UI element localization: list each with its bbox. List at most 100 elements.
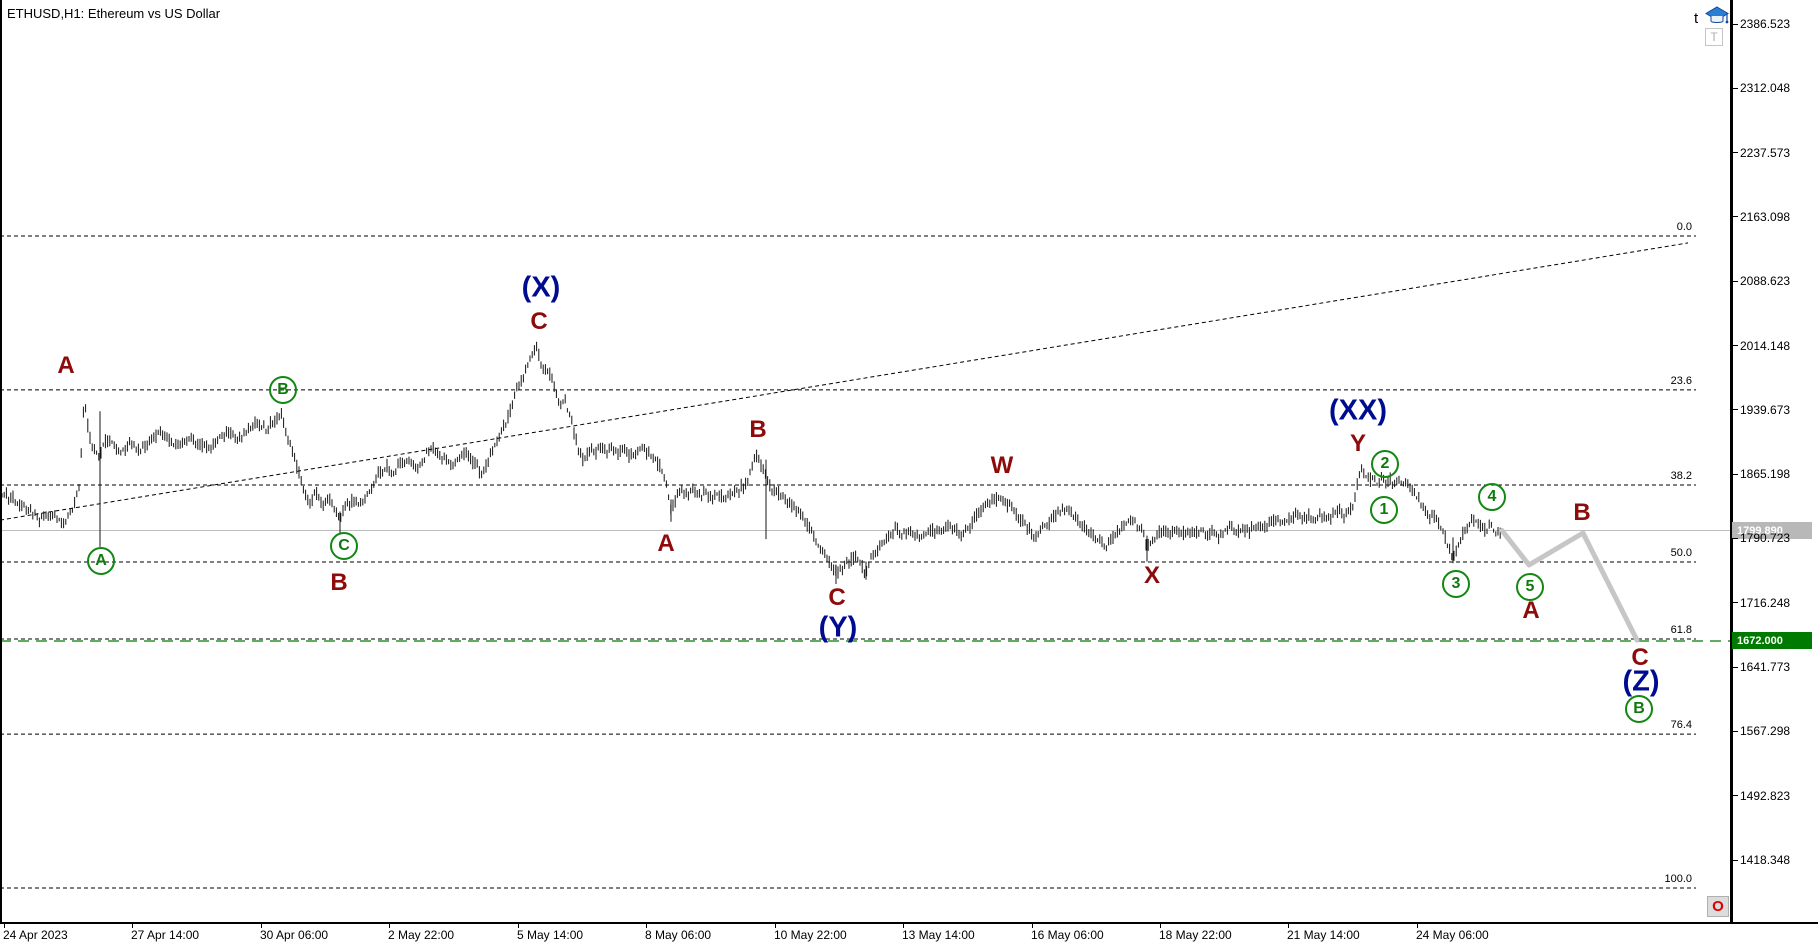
price-tickmark <box>1730 216 1738 218</box>
price-bars <box>1 341 1501 579</box>
wave-label-B: B <box>749 416 767 443</box>
price-tick-label: 1790.723 <box>1740 531 1791 546</box>
date-tickmark <box>132 922 133 928</box>
wave-label-W: W <box>990 452 1014 479</box>
wave-label-3: 3 <box>1442 570 1470 598</box>
wave-label-A: A <box>1522 597 1540 624</box>
price-tick-label: 1865.198 <box>1740 467 1791 482</box>
wave-label-XX: (XX) <box>1329 394 1387 427</box>
text-tool-letter: t <box>1694 10 1699 27</box>
date-tick-label: 13 May 14:00 <box>902 928 975 942</box>
price-tick-label: 1567.298 <box>1740 724 1791 739</box>
price-tickmark <box>1730 859 1738 861</box>
date-tickmark <box>1032 922 1033 928</box>
current-price-badge: 1799.890 <box>1732 522 1812 540</box>
fib-label-100.0: 100.0 <box>1664 873 1692 886</box>
date-tick-label: 30 Apr 06:00 <box>260 928 329 942</box>
education-cap-icon[interactable] <box>1705 6 1729 28</box>
price-tick-label: 1716.248 <box>1740 595 1791 610</box>
time-axis-line <box>0 922 1818 924</box>
wave-label-5: 5 <box>1516 573 1544 601</box>
price-tickmark <box>1730 666 1738 668</box>
key-level-price-badge: 1672.000 <box>1732 632 1812 650</box>
price-tick-label: 1492.823 <box>1740 788 1791 803</box>
date-tick-label: 10 May 22:00 <box>774 928 847 942</box>
date-tick-label: 24 May 06:00 <box>1416 928 1489 942</box>
date-tick-label: 24 Apr 2023 <box>3 928 68 942</box>
wave-label-4: 4 <box>1478 483 1506 511</box>
wave-label-C: C <box>530 308 548 335</box>
wave-label-C: C <box>828 584 846 611</box>
price-tick-label: 1418.348 <box>1740 853 1791 867</box>
date-tickmark <box>1417 922 1418 928</box>
price-tickmark <box>1730 23 1738 25</box>
wave-label-B: B <box>1573 499 1591 526</box>
price-tick-label: 2386.523 <box>1740 17 1791 31</box>
wave-label-B: B <box>269 376 297 404</box>
date-tickmark <box>646 922 647 928</box>
date-tick-label: 16 May 06:00 <box>1031 928 1104 942</box>
fib-label-0.0: 0.0 <box>1676 221 1692 233</box>
date-tick-label: 5 May 14:00 <box>517 928 584 942</box>
price-tick-label: 2237.573 <box>1740 145 1791 160</box>
wave-label-C: C <box>1631 644 1649 671</box>
wave-label-C: C <box>330 532 358 560</box>
wave-label-Y: Y <box>1349 430 1367 457</box>
price-tickmark <box>1730 473 1738 475</box>
price-tickmark <box>1730 87 1738 89</box>
wave-label-Y: (Y) <box>818 611 858 644</box>
date-tick-label: 8 May 06:00 <box>645 928 712 942</box>
wave-label-A: A <box>657 530 675 557</box>
price-tickmark <box>1730 795 1738 797</box>
price-tick-label: 2163.098 <box>1740 209 1791 224</box>
fib-label-38.2: 38.2 <box>1670 470 1692 483</box>
price-tick-label: 2014.148 <box>1740 338 1791 353</box>
price-tickmark <box>1730 152 1738 154</box>
date-tickmark <box>1288 922 1289 928</box>
date-tickmark <box>261 922 262 928</box>
wave-label-A: A <box>87 547 115 575</box>
wave-label-B: B <box>330 569 348 596</box>
price-tick-label: 2312.048 <box>1740 81 1791 96</box>
fib-label-23.6: 23.6 <box>1670 374 1692 387</box>
spike-wicks <box>99 411 1454 584</box>
date-tickmark <box>775 922 776 928</box>
price-tickmark <box>1730 730 1738 732</box>
price-axis-line <box>1730 0 1733 922</box>
price-tick-label: 1641.773 <box>1740 660 1791 675</box>
date-tickmark <box>4 922 5 928</box>
wave-label-B: B <box>1625 695 1653 723</box>
price-tickmark <box>1730 409 1738 411</box>
fib-label-76.4: 76.4 <box>1670 719 1692 732</box>
text-tool-icon[interactable]: T <box>1705 28 1723 46</box>
chart-title: ETHUSD,H1: Ethereum vs US Dollar <box>7 6 221 21</box>
date-tickmark <box>389 922 390 928</box>
wave-label-A: A <box>57 352 75 379</box>
one-click-trading-button[interactable]: O <box>1707 896 1729 917</box>
price-tickmark <box>1730 280 1738 282</box>
price-tickmark <box>1730 602 1738 604</box>
date-tickmark <box>518 922 519 928</box>
fib-label-61.8: 61.8 <box>1670 623 1692 636</box>
fib-label-50.0: 50.0 <box>1670 546 1692 559</box>
price-tick-label: 2088.623 <box>1740 274 1791 289</box>
date-tick-label: 21 May 14:00 <box>1287 928 1360 942</box>
forecast-path <box>1499 528 1640 643</box>
price-tickmark <box>1730 537 1738 539</box>
price-axis[interactable] <box>1733 0 1818 922</box>
date-tick-label: 2 May 22:00 <box>388 928 455 942</box>
wave-label-X: (X) <box>521 271 561 304</box>
date-tickmark <box>1160 922 1161 928</box>
wave-label-2: 2 <box>1371 450 1399 478</box>
price-tickmark <box>1730 345 1738 347</box>
wave-label-Z: (Z) <box>1622 665 1660 698</box>
chart-left-frame <box>0 0 2 922</box>
price-tick-label: 1939.673 <box>1740 402 1791 417</box>
date-tick-label: 18 May 22:00 <box>1159 928 1232 942</box>
wave-label-X: X <box>1143 562 1161 589</box>
trendline <box>0 242 1689 521</box>
wave-label-1: 1 <box>1370 496 1398 524</box>
date-tickmark <box>903 922 904 928</box>
